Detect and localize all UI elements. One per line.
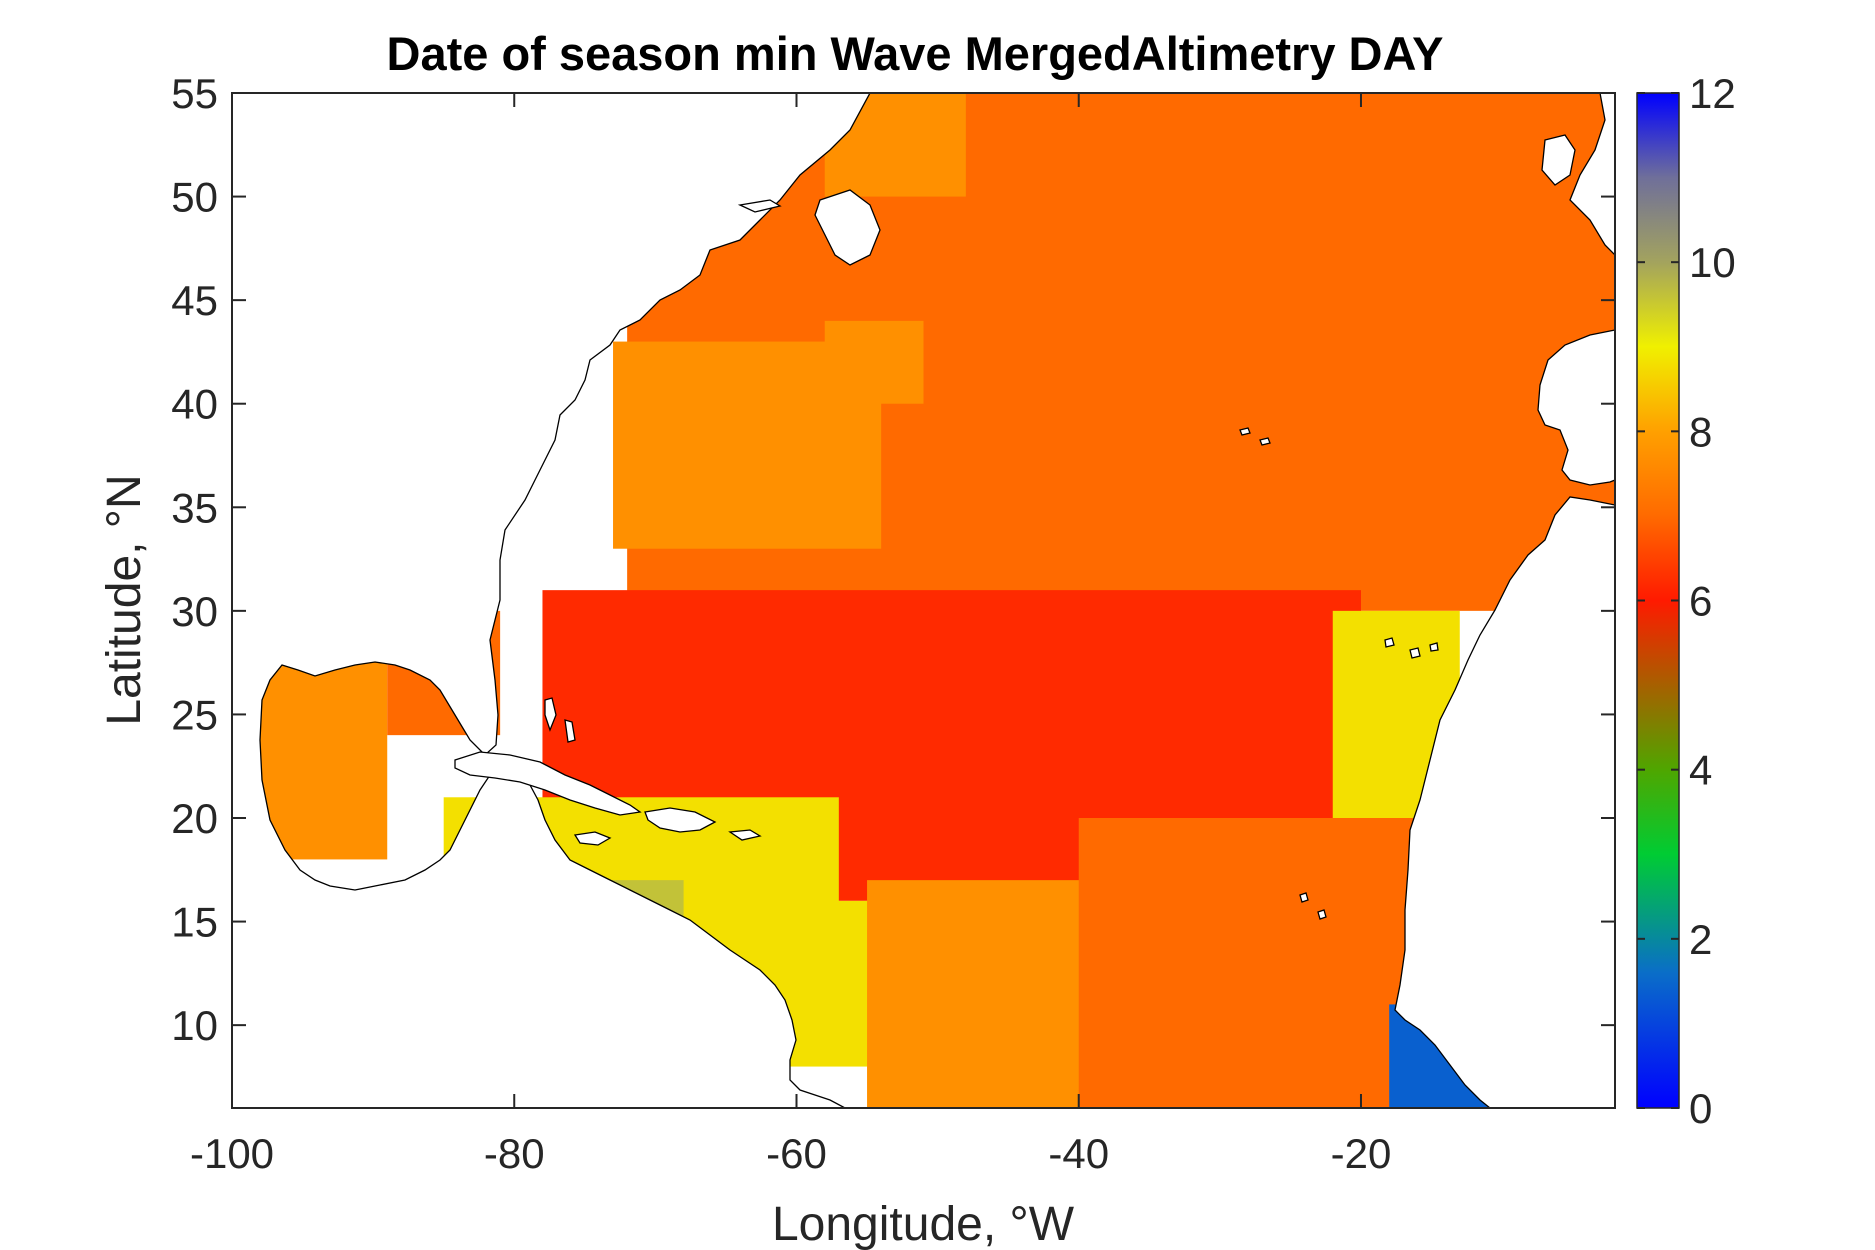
land-british-isles [1560, 93, 1615, 256]
land-hispaniola [644, 807, 717, 833]
land-jamaica [573, 831, 612, 846]
land-masses [232, 93, 1615, 1108]
x-tick-label: -60 [766, 1130, 827, 1177]
land-cuba [454, 751, 642, 816]
land-azores [1239, 427, 1271, 446]
x-tick-label: -100 [190, 1130, 274, 1177]
land-puerto-rico [728, 829, 762, 841]
y-tick-label: 35 [171, 484, 218, 531]
y-axis-ticks: 10 15 20 25 30 35 40 45 50 55 [171, 70, 1615, 1049]
land-africa [1394, 496, 1615, 1108]
land-iberia [1537, 329, 1615, 486]
land-cape-verde [1299, 892, 1327, 920]
land-newfoundland [814, 189, 881, 266]
land-anticosti [737, 199, 782, 213]
plot-frame [231, 92, 1616, 1109]
heatmap-cell [824, 320, 924, 404]
x-tick-label: -80 [484, 1130, 545, 1177]
y-tick-label: 20 [171, 795, 218, 842]
chart-title: Date of season min Wave MergedAltimetry … [387, 27, 1444, 80]
x-axis-ticks: -100 -80 -60 -40 -20 [190, 93, 1391, 1177]
colorbar-tick-label: 10 [1689, 239, 1736, 286]
plot-area [232, 93, 1615, 1108]
colorbar-tick-label: 2 [1689, 916, 1712, 963]
y-axis-label: Latitude, °N [98, 474, 151, 725]
y-tick-label: 10 [171, 1002, 218, 1049]
y-tick-label: 55 [171, 70, 218, 117]
y-tick-label: 15 [171, 899, 218, 946]
colorbar-tick-label: 0 [1689, 1085, 1712, 1132]
x-tick-label: -40 [1048, 1130, 1109, 1177]
colorbar-tick-label: 8 [1689, 408, 1712, 455]
land-canary-islands [1384, 637, 1439, 659]
heatmap-cell [867, 880, 1107, 1108]
heatmap-cell [1078, 818, 1418, 1108]
colorbar-tick-label: 6 [1689, 578, 1712, 625]
colorbar-tick-label: 4 [1689, 747, 1712, 794]
y-tick-label: 50 [171, 174, 218, 221]
x-tick-label: -20 [1331, 1130, 1392, 1177]
y-tick-label: 25 [171, 691, 218, 738]
colorbar-tick-label: 12 [1689, 70, 1736, 117]
land-ireland [1541, 134, 1576, 186]
y-tick-label: 45 [171, 277, 218, 324]
y-tick-label: 30 [171, 588, 218, 635]
land-bahamas [544, 697, 576, 743]
land-north-america [232, 93, 871, 1108]
x-axis-label: Longitude, °W [772, 1198, 1075, 1250]
colorbar-ticks: 0 2 4 6 8 10 12 [1637, 70, 1736, 1132]
y-tick-label: 40 [171, 381, 218, 428]
